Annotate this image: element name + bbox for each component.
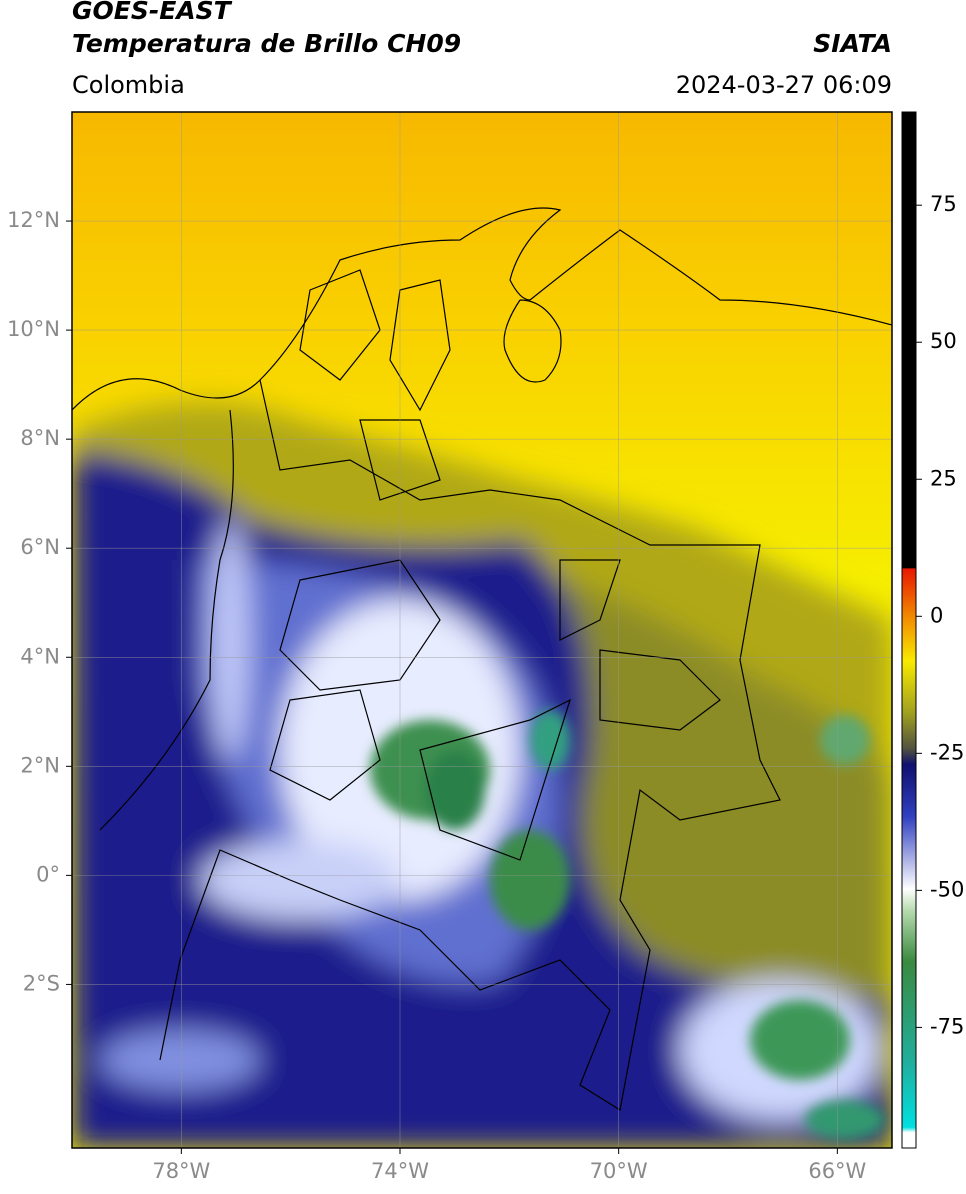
satellite-image <box>72 112 892 1148</box>
region: Colombia <box>72 71 185 99</box>
x-tick-label: 66°W <box>808 1159 866 1183</box>
map-frame <box>71 111 893 1149</box>
x-tick-label: 78°W <box>152 1159 210 1183</box>
y-tick-label: 2°N <box>20 753 60 777</box>
x-tick-label: 74°W <box>371 1159 429 1183</box>
satellite-title: GOES-EAST <box>72 0 233 25</box>
colorbar-tick-label: -25 <box>930 740 964 764</box>
product-title: Temperatura de Brillo CH09 <box>72 29 461 58</box>
y-tick-label: 2°S <box>23 971 60 995</box>
colorbar <box>901 111 917 1149</box>
colorbar-tick-label: 50 <box>930 329 957 353</box>
y-tick-label: 6°N <box>20 535 60 559</box>
y-tick-label: 0° <box>36 862 60 886</box>
y-tick-label: 12°N <box>7 208 60 232</box>
colorbar-tick-label: 0 <box>930 603 943 627</box>
colorbar-tick-label: -75 <box>930 1014 964 1038</box>
y-tick-label: 8°N <box>20 426 60 450</box>
colorbar-tick-label: 25 <box>930 466 957 490</box>
colorbar-tick-label: -50 <box>930 877 964 901</box>
grid <box>72 112 892 1148</box>
brand: SIATA <box>813 29 892 58</box>
x-tick-label: 70°W <box>590 1159 648 1183</box>
colorbar-tick-label: 75 <box>930 192 957 216</box>
datetime: 2024-03-27 06:09 <box>676 71 892 99</box>
y-tick-label: 10°N <box>7 317 60 341</box>
y-tick-label: 4°N <box>20 644 60 668</box>
